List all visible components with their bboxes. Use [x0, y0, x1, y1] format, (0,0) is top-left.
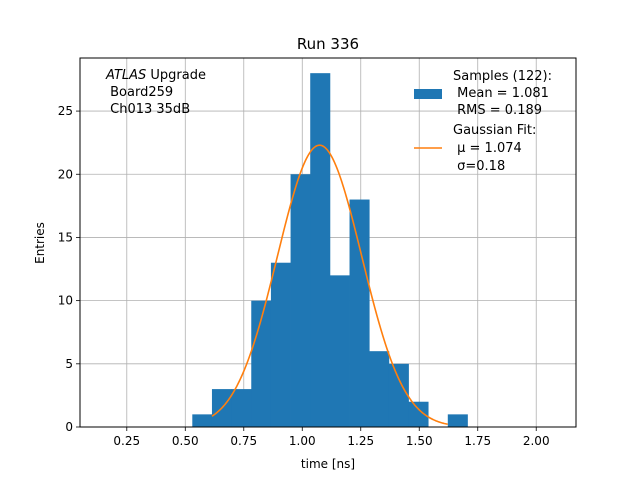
histogram-bar — [310, 73, 331, 428]
y-tick-label: 20 — [58, 167, 73, 181]
y-tick-label: 25 — [58, 104, 73, 118]
annotation-line-2: Board259 — [106, 85, 173, 100]
legend-hist-swatch — [414, 89, 442, 99]
axis-ticks: 0.25 0.50 0.75 1.00 1.25 1.50 1.75 2.00 0 5 10 15 20… — [58, 104, 550, 448]
legend: Samples (122): Mean = 1.081 RMS = 0.189 … — [414, 69, 552, 174]
legend-hist-line-2: Mean = 1.081 — [453, 86, 549, 101]
x-tick-label: 1.25 — [347, 434, 374, 448]
x-tick-label: 0.25 — [113, 434, 140, 448]
x-tick-label: 0.75 — [230, 434, 257, 448]
gaussian-fit-line — [211, 144, 448, 426]
legend-fit-line-2: μ = 1.074 — [453, 141, 522, 156]
x-axis-label: time [ns] — [301, 457, 355, 471]
histogram-bar — [349, 199, 370, 427]
histogram-bar — [447, 414, 468, 427]
histogram-bar — [251, 300, 272, 427]
annotation-line-1: ATLAS Upgrade — [105, 68, 206, 83]
histogram-bar — [369, 351, 390, 427]
x-tick-label: 1.50 — [406, 434, 433, 448]
annotation-atlas: ATLAS — [105, 68, 146, 83]
y-tick-label: 5 — [65, 357, 73, 371]
legend-hist-line-3: RMS = 0.189 — [453, 103, 542, 118]
histogram-bar — [388, 363, 409, 427]
histogram-bars — [192, 73, 468, 428]
histogram-bar — [192, 414, 213, 427]
annotation-upgrade: Upgrade — [146, 68, 206, 83]
histogram-bar — [231, 389, 252, 427]
legend-hist-line-1: Samples (122): — [453, 69, 552, 84]
histogram-bar — [329, 275, 350, 427]
x-tick-label: 1.00 — [289, 434, 316, 448]
x-tick-label: 0.50 — [172, 434, 199, 448]
legend-fit-line-1: Gaussian Fit: — [453, 123, 536, 138]
x-tick-label: 1.75 — [464, 434, 491, 448]
y-tick-label: 0 — [65, 420, 73, 434]
y-axis-label: Entries — [33, 222, 47, 264]
gaussian-fit-curve — [211, 144, 448, 426]
y-tick-label: 10 — [58, 294, 73, 308]
x-tick-label: 2.00 — [523, 434, 550, 448]
y-tick-label: 15 — [58, 230, 73, 244]
histogram-bar — [290, 174, 311, 427]
annotation-line-3: Ch013 35dB — [106, 102, 190, 117]
legend-fit-line-3: σ=0.18 — [453, 159, 505, 174]
plot-frame — [79, 57, 577, 428]
histogram-bar — [408, 401, 429, 427]
annotation: ATLAS Upgrade Board259 Ch013 35dB — [105, 68, 206, 117]
histogram-bar — [270, 262, 291, 427]
chart-title: Run 336 — [297, 35, 359, 53]
